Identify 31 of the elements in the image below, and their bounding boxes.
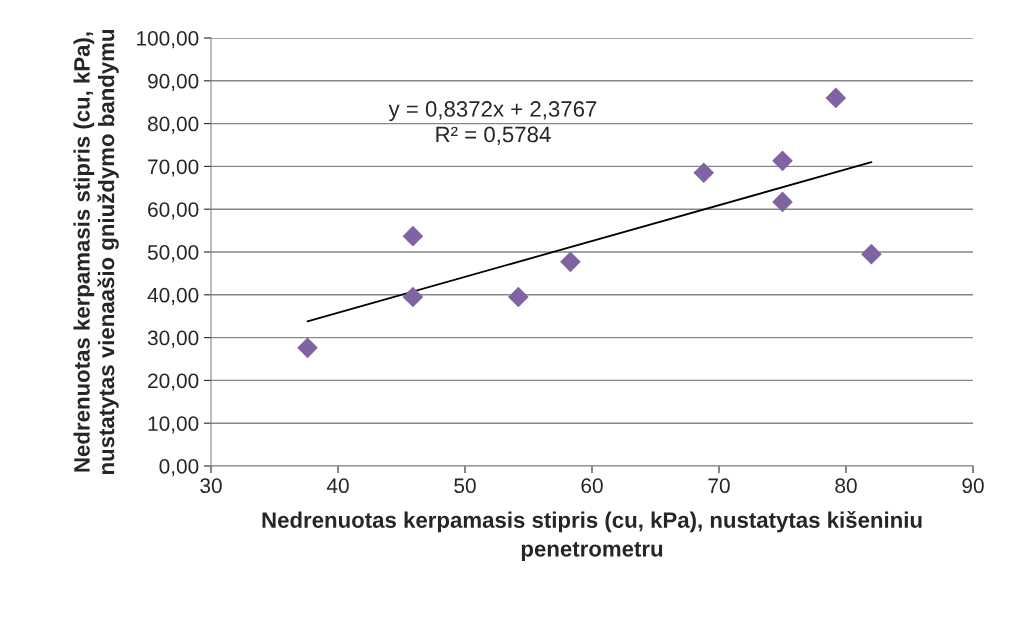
y-tick-label: 30,00 <box>147 330 199 348</box>
y-tick-label: 100,00 <box>137 31 199 49</box>
point <box>297 337 318 359</box>
y-tick-label: 90,00 <box>148 73 199 92</box>
point <box>693 162 715 184</box>
y-tick-label: 80,00 <box>147 116 199 134</box>
x-tick-label: 60 <box>581 478 603 494</box>
point <box>772 150 793 172</box>
y-tick-label: 20,00 <box>148 373 199 391</box>
point <box>402 286 424 308</box>
point <box>861 243 882 265</box>
annotation: y = 0,8372x + 2,3767 R² = 0,5784 <box>388 101 597 145</box>
y-axis-title: Nedrenuotas kerpamasis stipris (cu, kPa), nustatytas vienaašio gniuždymo bandymu <box>73 29 119 475</box>
y-tick-label: 50,00 <box>147 245 199 263</box>
y-tick-label: 10,00 <box>148 416 199 434</box>
x-tick-label: 40 <box>326 478 349 494</box>
x-tick-label: 80 <box>835 478 857 494</box>
y-tick-label: 40,00 <box>147 287 199 306</box>
y-tick-label: 60,00 <box>148 202 199 220</box>
point <box>825 87 847 109</box>
point <box>772 191 793 213</box>
x-tick-label: 70 <box>708 478 730 494</box>
point <box>402 225 424 247</box>
x-tick-label: 50 <box>454 478 476 494</box>
x-tick-label: 90 <box>962 478 984 494</box>
x-axis-title: Nedrenuotas kerpamasis stipris (cu, kPa), nustatytas kišeniniu penetrometru <box>262 511 922 562</box>
point <box>560 251 581 273</box>
y-tick-label: 70,00 <box>148 159 199 177</box>
x-tick-label: 30 <box>200 478 222 494</box>
point <box>508 286 529 308</box>
y-tick-label: 0,00 <box>159 459 199 477</box>
